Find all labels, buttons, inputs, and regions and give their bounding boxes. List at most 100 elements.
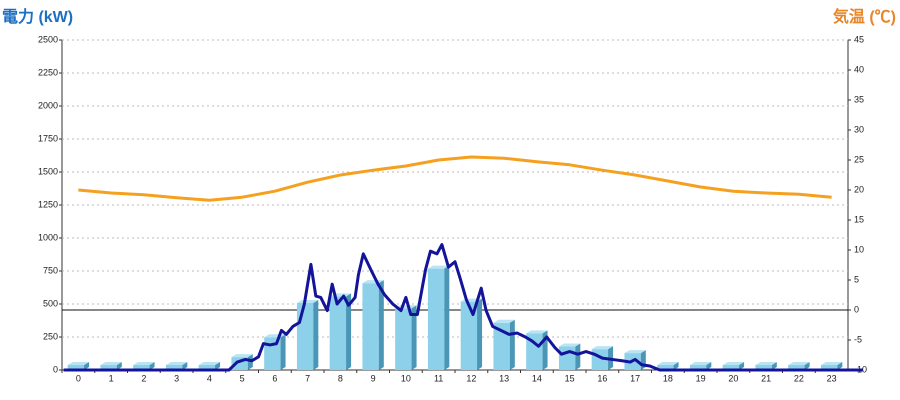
bar [820,362,843,370]
grid [62,39,848,338]
y-tick-label: 1750 [38,133,58,143]
bar-side [84,362,90,370]
bar-front [689,365,707,370]
bar [100,362,122,370]
temperature-line [78,155,832,202]
bar-front [526,333,543,370]
x-tick-label: 16 [597,373,607,383]
x-tick-label: 13 [499,373,509,383]
bar-side [444,265,450,370]
bar-side [116,362,122,370]
bar [722,362,745,370]
y2-tick-label: 40 [854,64,864,74]
bar-front [657,365,674,370]
bar-front [165,365,183,370]
x-tick-label: 22 [794,373,804,383]
x-tick-label: 11 [434,373,443,383]
bar-top [689,362,712,365]
x-tick-label: 21 [761,373,771,383]
bar-top [493,319,515,323]
bar-side [313,299,319,370]
y-tick-label: 1500 [38,166,58,176]
bar-top [427,265,450,269]
bar [788,362,810,370]
bar-side [411,305,417,370]
bar-front [820,365,838,370]
y-tick-label: 2000 [38,100,58,110]
bar [133,362,155,370]
y2-tick-label: 0 [854,304,859,314]
y2-tick-label: 10 [854,244,864,254]
bar-side [182,362,188,370]
bar-front [788,365,805,370]
bar [395,305,417,370]
bar [296,299,319,370]
bar [526,330,548,370]
x-tick-label: 23 [827,373,837,383]
bar-side [477,298,483,370]
bar [689,362,712,370]
y2-tick-label: 30 [854,124,864,134]
x-tick-label: 1 [109,373,114,383]
bar-top [755,362,777,365]
bar-side [247,354,253,370]
bar-top [591,346,614,350]
y-tick-label: 500 [43,298,58,308]
bar-front [296,302,314,370]
bar-side [739,362,745,370]
bar-top [657,362,679,365]
bar [362,280,384,370]
bar-side [149,362,155,370]
x-tick-label: 4 [207,373,212,383]
bar-front [722,365,740,370]
x-tick-label: 3 [174,373,179,383]
y2-tick-label: 45 [854,34,864,44]
bar-side [673,362,679,370]
x-tick-label: 6 [272,373,277,383]
bar-top [165,362,188,365]
bar-front [362,283,379,370]
bar [558,343,581,370]
bar-side [215,362,221,370]
bar-front [329,296,347,370]
bar-top [296,299,319,303]
x-tick-label: 9 [371,373,376,383]
bar [427,265,450,370]
bar-top [526,330,548,334]
bar-front [395,308,412,370]
bar [198,362,221,370]
y-axis-title: 電力 (kW) [2,7,73,26]
y-tick-label: 1000 [38,232,58,242]
y-tick-label: 1250 [38,199,58,209]
bar-front [100,365,117,370]
y2-tick-label: 35 [854,94,864,104]
y-tick-label: 2250 [38,67,58,77]
y2-tick-label: 15 [854,214,864,224]
bar-top [231,354,253,358]
bar-front [493,322,510,370]
bar [165,362,188,370]
bar [264,334,286,370]
bar-top [558,343,581,347]
bar [657,362,679,370]
bar-front [427,268,445,370]
x-tick-label: 17 [630,373,640,383]
x-tick-label: 5 [240,373,245,383]
bar-side [640,350,646,370]
bar-top [100,362,122,365]
bar-top [820,362,843,365]
bar-front [67,365,85,370]
bar-side [509,319,515,370]
y-tick-label: 250 [43,331,58,341]
x-tick-label: 7 [305,373,310,383]
bar-front [133,365,150,370]
x-tick-label: 10 [401,373,411,383]
y2-axis-title: 気温 (℃) [833,7,896,26]
bar-side [771,362,777,370]
y2-tick-label: 5 [854,274,859,284]
bar-front [558,346,576,370]
x-tick-label: 18 [663,373,673,383]
bar-side [575,343,581,370]
